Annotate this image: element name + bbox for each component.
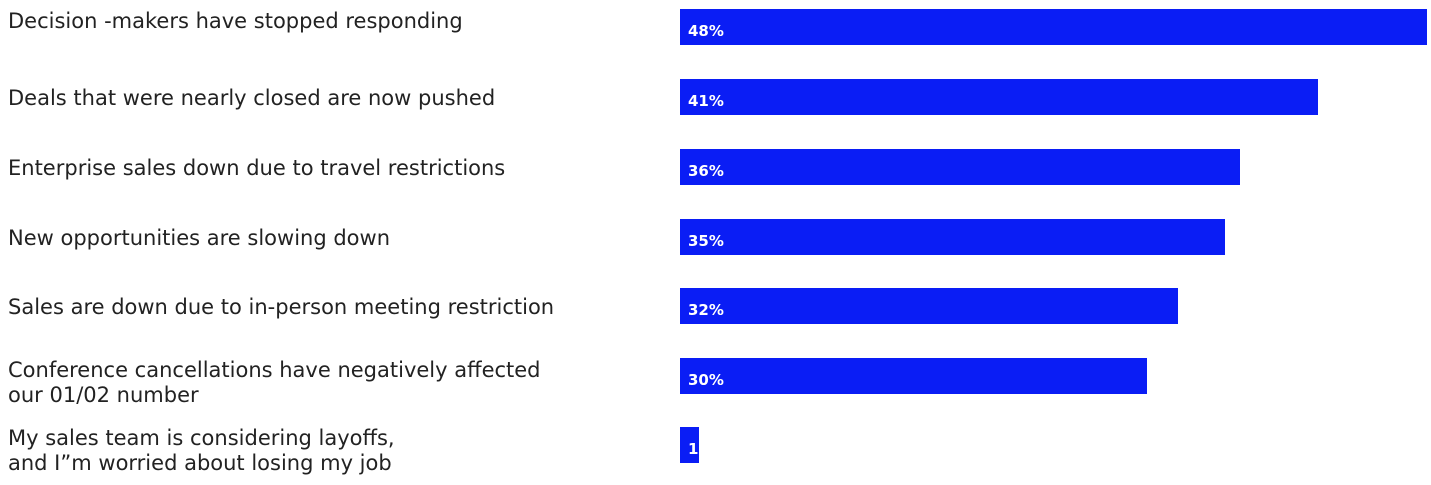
bar: 32% bbox=[680, 288, 1178, 324]
category-label: Deals that were nearly closed are now pu… bbox=[8, 86, 496, 110]
bar: 48% bbox=[680, 9, 1427, 45]
bar-value-label: 30% bbox=[688, 371, 724, 389]
category-label: Decision -makers have stopped responding bbox=[8, 9, 463, 33]
category-label: Conference cancellations have negatively… bbox=[8, 358, 541, 407]
category-label: My sales team is considering layoffs, an… bbox=[8, 426, 395, 475]
bar: 36% bbox=[680, 149, 1240, 185]
bar-value-label: 35% bbox=[688, 232, 724, 250]
bar-value-label: 32% bbox=[688, 301, 724, 319]
category-label: Sales are down due to in-person meeting … bbox=[8, 295, 555, 319]
bar-value-label: 48% bbox=[688, 22, 724, 40]
category-label: Enterprise sales down due to travel rest… bbox=[8, 156, 506, 180]
bar-value-label: 41% bbox=[688, 92, 724, 110]
category-label: New opportunities are slowing down bbox=[8, 226, 391, 250]
bar-value-label: 36% bbox=[688, 162, 724, 180]
bar: 30% bbox=[680, 358, 1147, 394]
bar: 35% bbox=[680, 219, 1225, 255]
bar-value-label: 1.2% bbox=[688, 440, 730, 458]
bar: 1.2% bbox=[680, 427, 730, 463]
bar: 41% bbox=[680, 79, 1318, 115]
